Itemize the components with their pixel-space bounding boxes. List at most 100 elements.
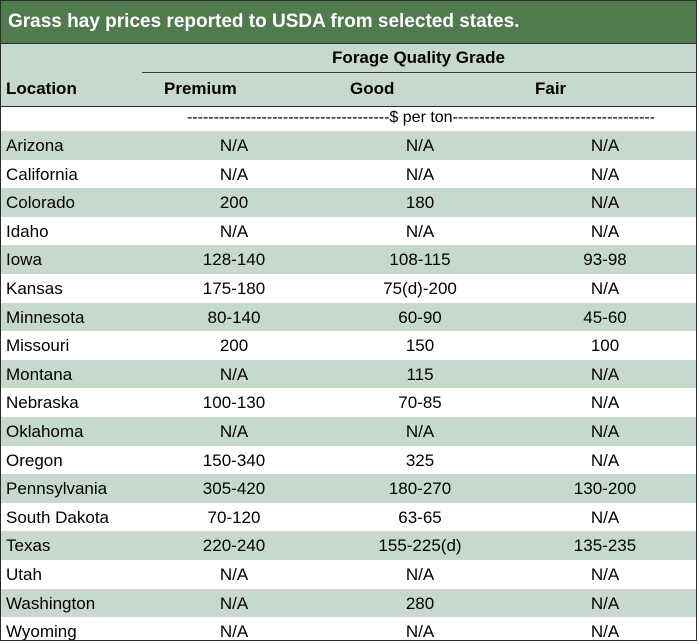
fair-cell: N/A — [590, 393, 620, 413]
fair-cell: N/A — [590, 364, 620, 384]
table-row: Nebraska 100-130 70-85 N/A — [1, 388, 696, 417]
table-row: Oklahoma N/A N/A N/A — [1, 416, 696, 446]
premium-cell: 150-340 — [202, 450, 266, 470]
premium-cell: N/A — [219, 221, 249, 241]
good-cell: 60-90 — [398, 307, 442, 327]
good-cell: 180 — [405, 193, 435, 213]
fair-cell: N/A — [590, 136, 620, 155]
location-cell: Kansas — [6, 278, 63, 298]
fair-cell: 45-60 — [583, 307, 627, 327]
good-cell: N/A — [405, 622, 435, 641]
table-row: Utah N/A N/A N/A — [1, 559, 696, 589]
location-cell: Texas — [6, 536, 51, 556]
table-row: Kansas 175-180 75(d)-200 N/A — [1, 273, 696, 303]
good-cell: N/A — [405, 136, 435, 155]
fair-cell: N/A — [590, 507, 620, 527]
premium-cell: N/A — [219, 364, 249, 384]
location-cell: Oregon — [6, 450, 63, 470]
premium-cell: 220-240 — [202, 536, 266, 556]
table-row: Colorado 200 180 N/A — [1, 188, 696, 217]
table-header: Forage Quality Grade Location Premium Go… — [1, 44, 696, 106]
good-cell: N/A — [405, 421, 435, 441]
premium-cell: N/A — [219, 421, 249, 441]
premium-cell: N/A — [219, 622, 249, 641]
table-row: California N/A N/A N/A — [1, 159, 696, 189]
good-cell: N/A — [405, 164, 435, 184]
location-cell: Utah — [6, 564, 42, 584]
table-row: Montana N/A 115 N/A — [1, 359, 696, 389]
fair-cell: N/A — [590, 421, 620, 441]
fair-cell: N/A — [590, 164, 620, 184]
fair-cell: N/A — [590, 278, 620, 298]
fair-cell: N/A — [590, 593, 620, 613]
good-cell: 155-225(d) — [378, 536, 462, 556]
fair-cell: N/A — [590, 564, 620, 584]
table-row: Oregon 150-340 325 N/A — [1, 445, 696, 475]
fair-cell: N/A — [590, 450, 620, 470]
table-row: Minnesota 80-140 60-90 45-60 — [1, 302, 696, 332]
units-label: --------------------------------------$ … — [186, 109, 656, 126]
fair-column-header: Fair — [535, 79, 567, 98]
premium-cell: N/A — [219, 164, 249, 184]
location-cell: California — [6, 164, 78, 184]
units-row: --------------------------------------$ … — [1, 106, 696, 131]
good-cell: 108-115 — [389, 250, 451, 270]
premium-cell: 128-140 — [202, 250, 266, 270]
table-row: Idaho N/A N/A N/A — [1, 216, 696, 246]
premium-cell: 305-420 — [202, 479, 266, 499]
location-cell: Iowa — [6, 250, 42, 270]
premium-cell: N/A — [219, 136, 249, 155]
premium-cell: 100-130 — [202, 393, 266, 413]
grade-group-title: Forage Quality Grade — [332, 48, 505, 67]
good-cell: 70-85 — [398, 393, 442, 413]
grade-group-rule — [142, 72, 696, 73]
premium-cell: 200 — [219, 336, 249, 356]
good-cell: N/A — [405, 221, 435, 241]
premium-cell: N/A — [219, 564, 249, 584]
premium-column-header: Premium — [164, 79, 237, 98]
location-cell: Oklahoma — [6, 421, 84, 441]
table-row: South Dakota 70-120 63-65 N/A — [1, 502, 696, 532]
location-cell: Missouri — [6, 336, 70, 356]
table-body: Arizona N/A N/A N/A California N/A N/A N/A Color… — [1, 131, 696, 641]
good-cell: 115 — [406, 364, 434, 384]
premium-cell: 200 — [219, 193, 249, 213]
fair-cell: N/A — [590, 193, 620, 213]
premium-cell: 70-120 — [207, 507, 261, 527]
good-cell: 325 — [405, 450, 435, 470]
good-cell: 150 — [405, 336, 435, 356]
good-cell: 75(d)-200 — [383, 278, 457, 298]
location-cell: Montana — [6, 364, 73, 384]
good-column-header: Good — [350, 79, 395, 98]
table-row: Missouri 200 150 100 — [1, 331, 696, 360]
fair-cell: 100 — [590, 336, 620, 356]
location-cell: Pennsylvania — [6, 479, 108, 499]
premium-cell: 80-140 — [207, 307, 261, 327]
location-cell: Arizona — [6, 136, 64, 155]
table-row: Washington N/A 280 N/A — [1, 588, 696, 618]
table-row: Wyoming N/A N/A N/A — [1, 617, 696, 641]
table-title: Grass hay prices reported to USDA from s… — [1, 1, 696, 44]
location-cell: Minnesota — [6, 307, 85, 327]
good-cell: 280 — [405, 593, 435, 613]
table-row: Pennsylvania 305-420 180-270 130-200 — [1, 474, 696, 503]
location-cell: Wyoming — [6, 622, 77, 641]
fair-cell: 135-235 — [573, 536, 637, 556]
fair-cell: 93-98 — [583, 250, 627, 270]
good-cell: N/A — [405, 564, 435, 584]
location-cell: Nebraska — [6, 393, 79, 413]
table-row: Iowa 128-140 108-115 93-98 — [1, 245, 696, 274]
location-cell: Colorado — [6, 193, 75, 213]
location-cell: Washington — [6, 593, 96, 613]
table-row: Texas 220-240 155-225(d) 135-235 — [1, 531, 696, 560]
location-column-header: Location — [6, 79, 77, 98]
location-cell: South Dakota — [6, 507, 110, 527]
premium-cell: N/A — [219, 593, 249, 613]
location-cell: Idaho — [6, 221, 49, 241]
fair-cell: 130-200 — [573, 479, 637, 499]
good-cell: 180-270 — [388, 479, 452, 499]
fair-cell: N/A — [590, 622, 620, 641]
premium-cell: 175-180 — [202, 278, 266, 298]
fair-cell: N/A — [590, 221, 620, 241]
